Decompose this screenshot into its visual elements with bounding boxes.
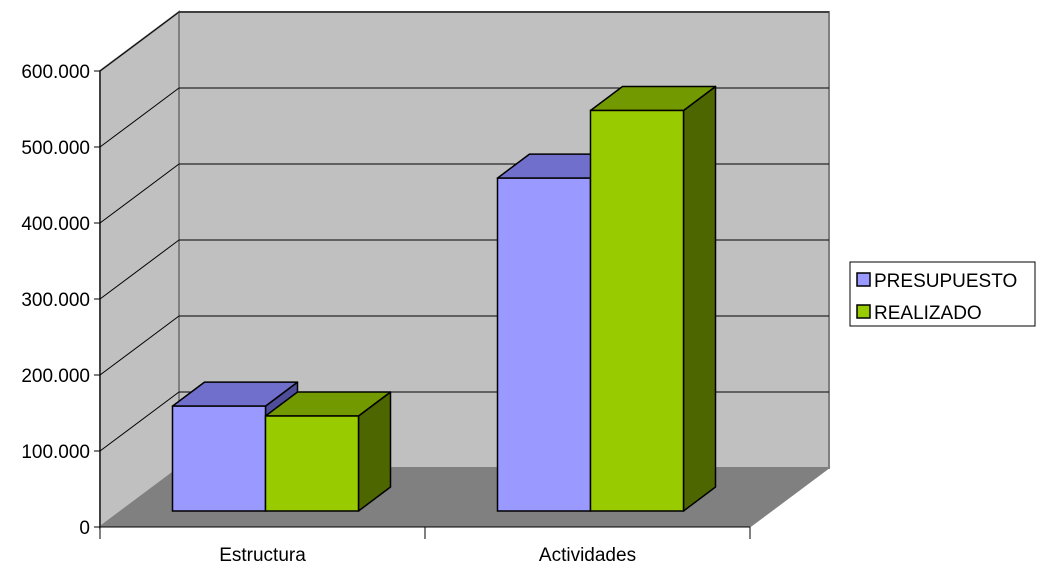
y-tick-label: 400.000 <box>21 214 90 235</box>
bar-estructura-realizado <box>264 391 392 512</box>
gridline-side <box>99 391 180 452</box>
legend-label: PRESUPUESTO <box>874 271 1017 292</box>
y-tick-label: 100.000 <box>21 442 90 463</box>
legend-swatch <box>856 304 871 319</box>
legend: PRESUPUESTO REALIZADO <box>849 261 1036 327</box>
bar-actividades-realizado <box>589 85 717 512</box>
legend-box <box>849 261 1036 327</box>
gridline-side <box>99 11 180 72</box>
axes: 0 100.000 200.000 300.000 400.000 500.000 600.… <box>21 62 751 566</box>
x-category-label: Estructura <box>219 545 306 565</box>
y-tick-label: 200.000 <box>21 366 90 387</box>
bar-side-face <box>682 85 717 512</box>
y-tick-label: 500.000 <box>21 138 90 159</box>
bar-front-face <box>589 109 685 512</box>
legend-swatch <box>856 272 871 287</box>
gridline-side <box>99 163 180 224</box>
bar-front-face <box>264 415 360 512</box>
y-tick-label: 600.000 <box>21 62 90 83</box>
bar-front-face <box>171 405 267 512</box>
bars <box>171 85 717 512</box>
y-tick-label: 0 <box>79 518 90 539</box>
legend-label: REALIZADO <box>874 303 982 324</box>
x-category-label: Actividades <box>539 545 636 565</box>
gridline-side <box>99 315 180 376</box>
gridline-side <box>99 239 180 300</box>
y-tick-label: 300.000 <box>21 290 90 311</box>
gridline-side <box>99 87 180 148</box>
bar-front-face <box>496 177 592 512</box>
